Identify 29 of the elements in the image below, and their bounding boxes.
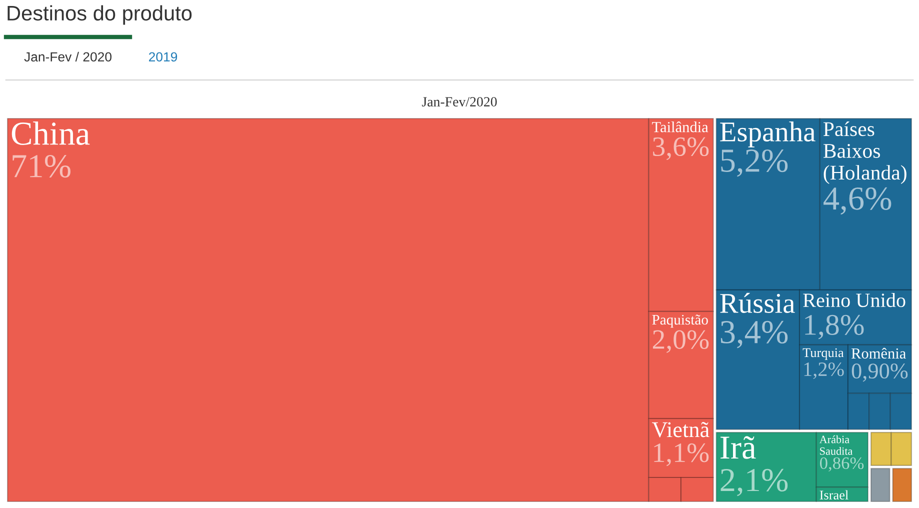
text: Jan-Fev/2020: [422, 97, 497, 106]
category-label: Paquistão: [652, 314, 708, 328]
data-label: 1,8%: [805, 314, 864, 340]
data-label: 1,1%: [654, 443, 709, 466]
text: Jan-Fev / 2020: [24, 52, 112, 62]
category-label: Países Baixos (Holanda): [823, 121, 906, 184]
category-label: Arábia Saudita: [819, 435, 853, 455]
category-label: Reino Unido: [803, 292, 906, 308]
data-label: 0,90%: [852, 364, 908, 382]
category-label: Tailândia: [652, 121, 708, 132]
category-label: Espanha: [720, 122, 816, 148]
data-label: 2,1%: [720, 468, 788, 496]
data-label: 4,6%: [824, 187, 892, 215]
category-label: China: [12, 122, 90, 145]
category-label: Vietnã: [652, 422, 710, 438]
data-label: 1,2%: [804, 362, 844, 379]
text: 2019: [148, 52, 178, 62]
data-label: 0,86%: [820, 457, 864, 472]
data-label: 2,0%: [652, 330, 709, 353]
category-label: Romênia: [851, 348, 906, 359]
data-label: 3,4%: [720, 320, 788, 348]
text: Destinos do produto: [8, 5, 192, 25]
data-label: 5,2%: [721, 149, 788, 177]
category-label: Irã: [720, 436, 756, 459]
data-label: 3,6%: [653, 137, 709, 160]
category-label: Rússia: [720, 292, 795, 313]
category-label: Turquia: [802, 348, 844, 360]
data-label: 71%: [12, 154, 70, 178]
category-label: Israel: [820, 490, 848, 500]
